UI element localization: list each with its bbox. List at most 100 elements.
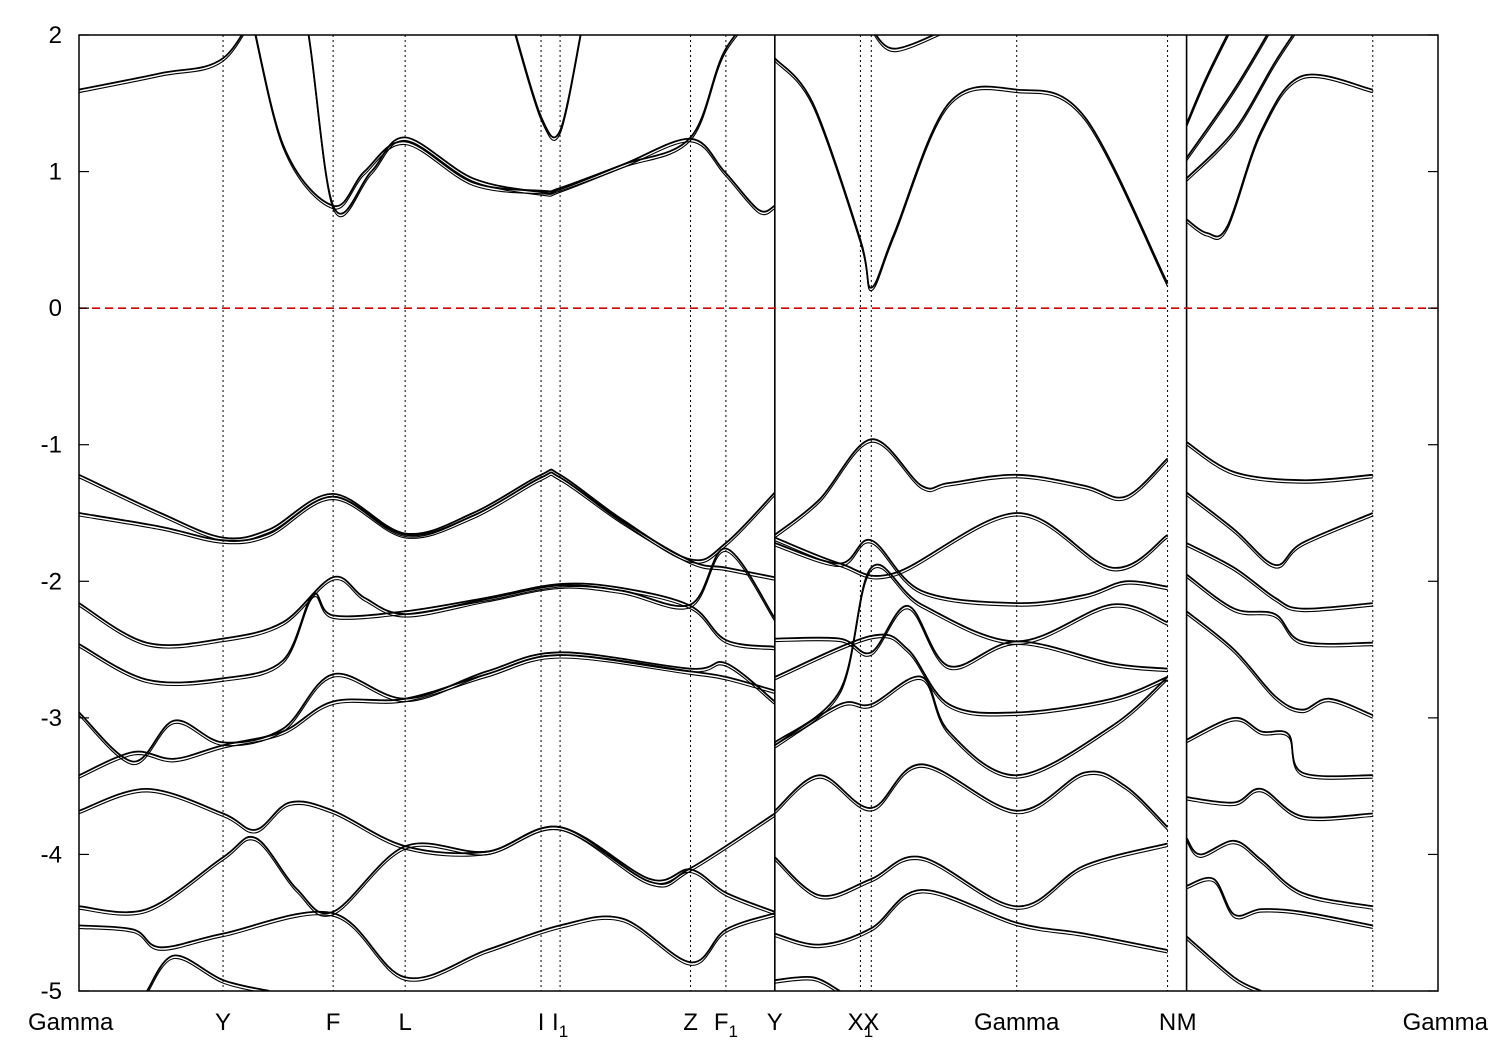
band-line-split (1186, 938, 1256, 991)
x-tick-label: N (1159, 1009, 1176, 1036)
band-line-split (1186, 613, 1373, 719)
band-line-split (1186, 35, 1296, 182)
band-line-split (1186, 840, 1373, 910)
band-line (79, 910, 776, 980)
band-line (79, 547, 776, 646)
band-line (79, 35, 737, 215)
band-line (1186, 491, 1374, 566)
x-tick-label: I1 (552, 1009, 568, 1041)
band-line-split (774, 636, 1168, 717)
band-line (774, 842, 1168, 908)
band-line-split (79, 35, 739, 218)
band-line-split (873, 35, 942, 53)
band-line-split (1186, 880, 1373, 929)
band-line-split (774, 845, 1168, 910)
x-tick-label: L (398, 1009, 411, 1036)
band-line-split (774, 567, 1168, 746)
band-line-split (1186, 35, 1270, 162)
band-line-split (254, 35, 776, 216)
y-tick-label: -1 (41, 432, 62, 459)
band-line (774, 438, 1169, 536)
band-line (1186, 935, 1262, 991)
y-tick-label: -3 (41, 705, 62, 732)
y-tick-label: 2 (49, 22, 62, 49)
x-tick-label: Y (215, 1009, 231, 1036)
band-line-split (1186, 35, 1230, 128)
band-line (79, 582, 775, 684)
band-line (1185, 837, 1373, 908)
x-tick-label: Gamma (1403, 1009, 1489, 1036)
band-line-split (774, 441, 1168, 539)
band-line (774, 975, 841, 991)
band-line-split (79, 550, 776, 649)
band-line-split (774, 60, 1169, 292)
band-line (146, 954, 270, 991)
band-line (1185, 35, 1229, 125)
band-line (1185, 35, 1294, 180)
x-tick-label: Z (683, 1009, 698, 1036)
band-line-split (1186, 720, 1373, 780)
band-line (1186, 73, 1373, 238)
band-line-split (1186, 495, 1374, 569)
band-lines (79, 35, 1374, 991)
band-line (875, 35, 936, 50)
band-line-split (1186, 577, 1373, 648)
x-axis-ticks: Gamma Y F L I I1 Z F1 Y X1X Gamma N M Gamma (28, 1009, 1489, 1041)
x-tick-label: F1 (714, 1009, 738, 1041)
x-tick-label: I (538, 1009, 545, 1036)
x-tick-label: Gamma (28, 1009, 114, 1036)
band-line-split (774, 678, 1168, 779)
band-line (79, 787, 776, 885)
band-line (774, 675, 1169, 777)
band-line (1186, 716, 1373, 778)
band-line-split (79, 791, 776, 888)
band-line-split (774, 892, 1168, 954)
band-line (774, 605, 1168, 670)
band-line (254, 35, 776, 213)
y-tick-label: -4 (41, 841, 62, 868)
band-line-split (1186, 77, 1373, 241)
band-line-split (148, 957, 257, 991)
band-line (1186, 787, 1373, 819)
plot-border (78, 34, 1439, 992)
band-line-split (79, 914, 775, 982)
band-line-split (79, 585, 775, 687)
y-axis-ticks: -5 -4 -3 -2 -1 0 1 2 (41, 22, 1438, 1005)
band-line-split (79, 474, 775, 581)
band-line (1185, 35, 1268, 159)
band-line-split (1186, 545, 1373, 613)
band-line-split (79, 657, 775, 779)
y-tick-label: 1 (49, 159, 62, 186)
band-line-split (774, 608, 1168, 673)
band-line (774, 888, 1168, 951)
band-line (774, 763, 1169, 828)
band-line (774, 563, 1168, 744)
y-tick-label: -5 (41, 978, 62, 1005)
band-line (79, 825, 776, 915)
band-line-split (774, 515, 1168, 580)
band-line-split (774, 766, 1168, 831)
band-line (774, 539, 1168, 605)
x-tick-label: M (1177, 1009, 1197, 1036)
band-line-split (79, 829, 776, 917)
band-line-split (514, 35, 582, 141)
x-tick-label: Gamma (974, 1009, 1060, 1036)
y-tick-label: 0 (49, 295, 62, 322)
band-line (1186, 573, 1373, 645)
x-tick-label: F (326, 1009, 341, 1036)
band-line-split (774, 979, 837, 991)
band-line (774, 512, 1169, 577)
plot-frame (78, 34, 1439, 992)
band-line (79, 468, 776, 562)
band-line (1186, 610, 1374, 716)
band-line-split (1186, 444, 1373, 484)
band-line (1186, 876, 1373, 927)
band-line (1186, 441, 1373, 482)
x-tick-label: X (863, 1009, 879, 1036)
band-line (774, 57, 1169, 289)
x-tick-label: X1 (848, 1009, 873, 1041)
band-line (1186, 542, 1373, 610)
kpoint-grid-lines (222, 35, 1374, 991)
band-line (79, 651, 776, 763)
